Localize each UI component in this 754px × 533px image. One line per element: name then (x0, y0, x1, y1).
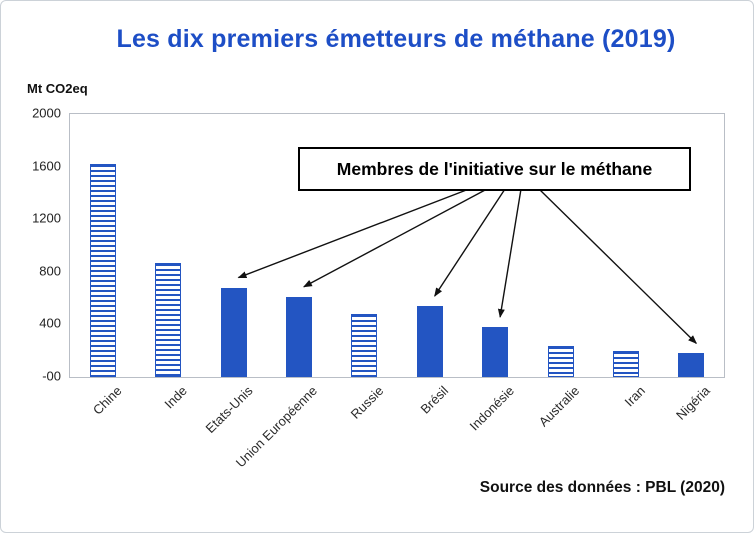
x-axis-label: Etats-Unis (202, 383, 256, 437)
x-axis-label: Inde (161, 383, 190, 412)
y-axis-tick: -00 (42, 368, 61, 384)
y-axis-tick: 400 (39, 315, 61, 331)
bar-chine (89, 163, 116, 377)
x-axis-label: Indonésie (466, 383, 517, 434)
x-axis-label: Chine (89, 383, 125, 418)
bar-indon-sie (482, 327, 509, 377)
bar-union-europ-enne (285, 296, 312, 377)
x-axis-label: Iran (621, 383, 648, 410)
source-label: Source des données : PBL (2020) (479, 479, 725, 496)
x-axis-label: Australie (535, 383, 583, 430)
annotation-box: Membres de l'initiative sur le méthane (298, 147, 691, 191)
x-axis-label: Nigéria (673, 383, 713, 423)
bar-etats-unis (220, 287, 247, 377)
chart-title: Les dix premiers émetteurs de méthane (2… (116, 25, 676, 53)
x-axis-label: Russie (347, 383, 386, 422)
bar-australie (547, 346, 574, 377)
y-axis-tick: 2000 (32, 105, 61, 121)
y-axis-tick: 800 (39, 263, 61, 279)
y-axis-tick: 1200 (32, 210, 61, 226)
bar-br-sil (416, 306, 443, 377)
y-axis-tick: 1600 (32, 158, 61, 174)
bar-iran (612, 351, 639, 377)
bar-nig-ria (678, 353, 705, 377)
bar-inde (155, 262, 182, 377)
x-axis-label: Brésil (417, 383, 452, 417)
y-axis-unit-label: Mt CO2eq (27, 81, 88, 96)
bar-russie (351, 313, 378, 377)
